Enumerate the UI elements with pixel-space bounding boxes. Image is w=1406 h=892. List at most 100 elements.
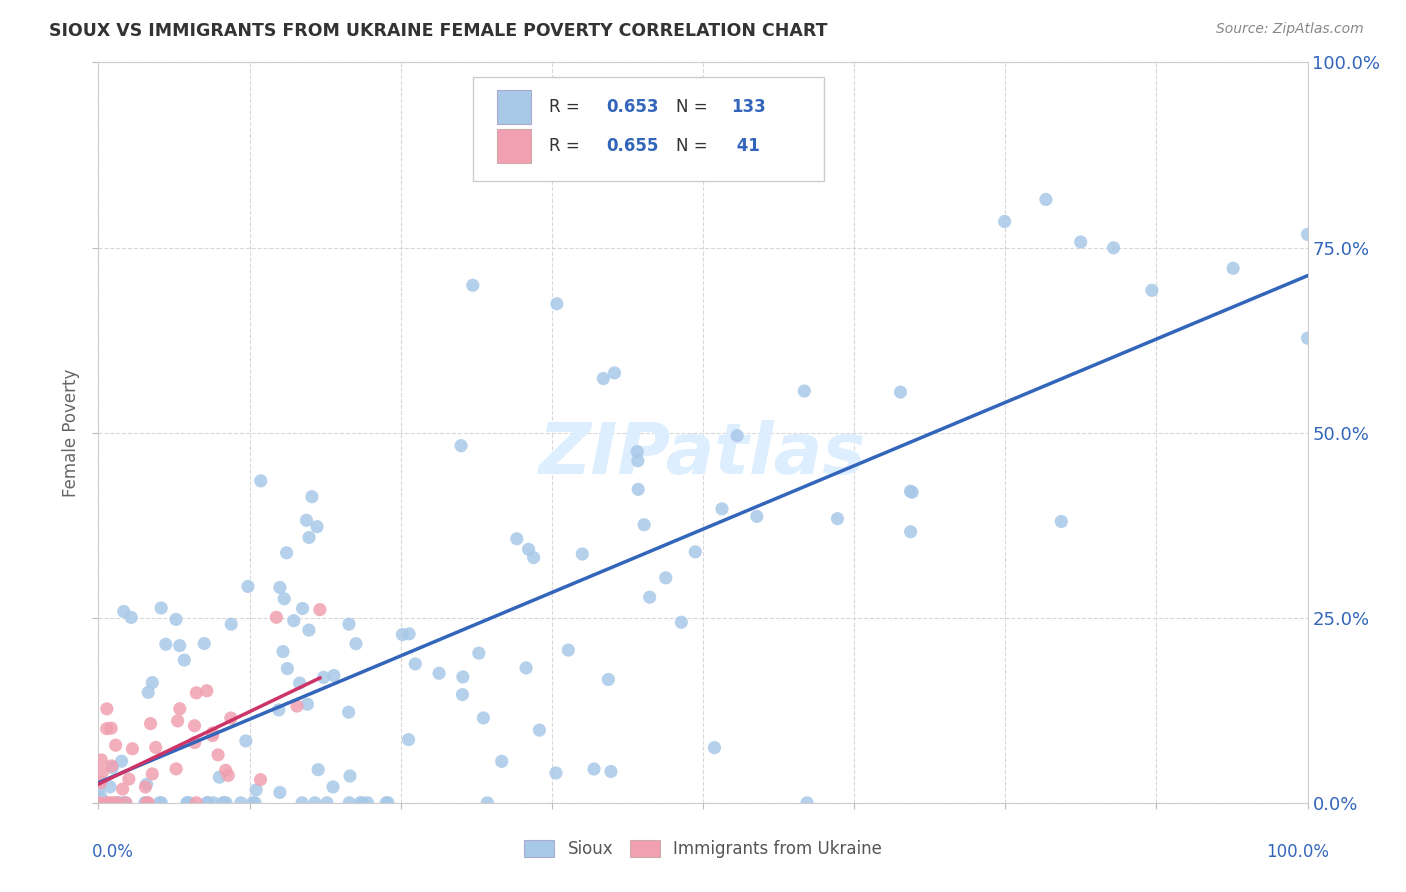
Legend: Sioux, Immigrants from Ukraine: Sioux, Immigrants from Ukraine	[517, 833, 889, 865]
Point	[344, 637, 367, 651]
Point	[193, 636, 215, 650]
Point	[297, 698, 319, 712]
Point	[506, 532, 529, 546]
Point	[517, 542, 540, 557]
Point	[468, 646, 491, 660]
FancyBboxPatch shape	[498, 90, 531, 123]
Point	[201, 729, 224, 743]
Point	[461, 278, 484, 293]
Point	[523, 550, 546, 565]
Point	[1140, 283, 1163, 297]
Point	[398, 627, 420, 641]
Point	[515, 661, 537, 675]
Point	[96, 702, 118, 716]
Y-axis label: Female Poverty: Female Poverty	[62, 368, 80, 497]
Point	[309, 602, 332, 616]
Point	[267, 703, 290, 717]
Point	[135, 777, 157, 791]
Point	[201, 726, 224, 740]
Point	[186, 796, 208, 810]
Point	[111, 782, 134, 797]
Point	[150, 601, 173, 615]
Point	[90, 753, 112, 767]
Point	[136, 685, 159, 699]
Point	[451, 670, 474, 684]
FancyBboxPatch shape	[474, 78, 824, 181]
Point	[100, 759, 122, 773]
Point	[242, 796, 264, 810]
Point	[217, 768, 239, 782]
Point	[165, 762, 187, 776]
Point	[544, 766, 567, 780]
Point	[195, 796, 218, 810]
Point	[685, 545, 707, 559]
Point	[135, 796, 157, 810]
Point	[219, 711, 242, 725]
Point	[135, 796, 157, 810]
Text: 0.653: 0.653	[606, 98, 659, 116]
Point	[901, 485, 924, 500]
Point	[1102, 241, 1125, 255]
Point	[195, 683, 218, 698]
Point	[236, 579, 259, 593]
Point	[603, 366, 626, 380]
Point	[135, 796, 157, 810]
Point	[215, 796, 238, 810]
Point	[266, 610, 288, 624]
Point	[243, 796, 266, 810]
Point	[633, 517, 655, 532]
Point	[626, 444, 648, 458]
Point	[1050, 515, 1073, 529]
Point	[451, 688, 474, 702]
Point	[377, 796, 399, 810]
Point	[745, 509, 768, 524]
Point	[889, 385, 911, 400]
Point	[136, 796, 159, 810]
Point	[212, 796, 235, 810]
Point	[529, 723, 551, 738]
Point	[105, 796, 128, 810]
FancyBboxPatch shape	[498, 129, 531, 162]
Point	[104, 738, 127, 752]
Text: Source: ZipAtlas.com: Source: ZipAtlas.com	[1216, 22, 1364, 37]
Point	[165, 612, 187, 626]
Point	[139, 716, 162, 731]
Point	[229, 796, 252, 810]
Point	[582, 762, 605, 776]
Point	[100, 796, 122, 810]
Point	[322, 668, 344, 682]
Text: ZIPatlas: ZIPatlas	[540, 420, 866, 490]
Text: R =: R =	[550, 137, 585, 155]
Point	[316, 796, 339, 810]
Text: 133: 133	[731, 98, 765, 116]
Point	[169, 702, 191, 716]
Point	[450, 439, 472, 453]
Text: SIOUX VS IMMIGRANTS FROM UKRAINE FEMALE POVERTY CORRELATION CHART: SIOUX VS IMMIGRANTS FROM UKRAINE FEMALE …	[49, 22, 828, 40]
Point	[1296, 331, 1319, 345]
Point	[183, 735, 205, 749]
Point	[352, 796, 374, 810]
Point	[356, 796, 378, 810]
Point	[166, 714, 188, 728]
Point	[592, 371, 614, 385]
Point	[150, 796, 173, 810]
Point	[1035, 193, 1057, 207]
Point	[249, 474, 271, 488]
Point	[121, 741, 143, 756]
Point	[725, 428, 748, 442]
Point	[183, 719, 205, 733]
Point	[283, 614, 305, 628]
Point	[101, 760, 124, 774]
Text: 0.0%: 0.0%	[91, 843, 134, 861]
Point	[994, 214, 1017, 228]
Point	[339, 769, 361, 783]
Point	[472, 711, 495, 725]
Point	[107, 796, 129, 810]
Point	[291, 601, 314, 615]
Point	[219, 617, 242, 632]
Point	[276, 662, 298, 676]
Point	[114, 796, 136, 810]
Text: N =: N =	[676, 137, 713, 155]
Point	[215, 764, 238, 778]
Point	[176, 796, 198, 810]
